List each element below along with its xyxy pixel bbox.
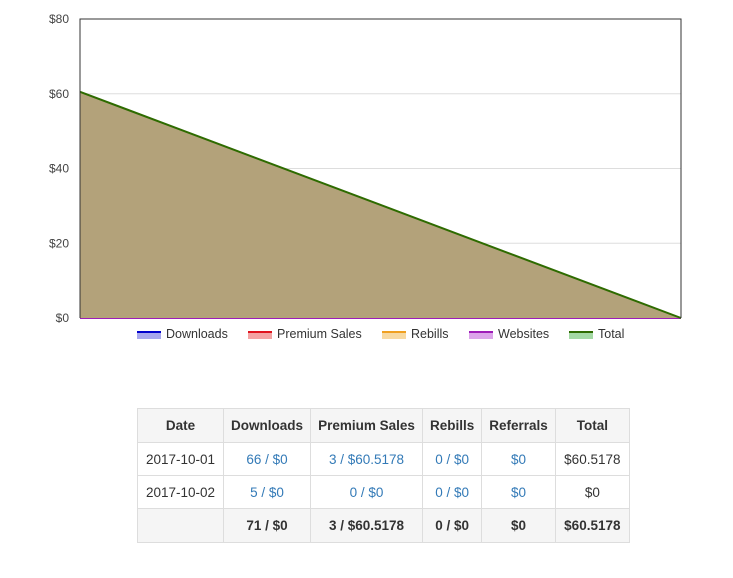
table-totals-row: 71 / $0 3 / $60.5178 0 / $0 $0 $60.5178 [137, 508, 630, 543]
totals-referrals: $0 [481, 508, 556, 543]
legend-label-rebills: Rebills [411, 327, 449, 341]
sales-chart: $0 $20 $40 $60 $80 Downloads Premium Sales Rebi… [49, 12, 682, 341]
referrals-link[interactable]: $0 [481, 475, 556, 509]
header-premium-sales: Premium Sales [310, 408, 424, 443]
plot-frame [79, 18, 682, 318]
downloads-link[interactable]: 5 / $0 [222, 475, 312, 509]
y-tick-label: $80 [49, 12, 69, 26]
row-total: $0 [554, 475, 630, 509]
totals-total: $60.5178 [554, 508, 630, 543]
header-date: Date [137, 408, 224, 443]
referrals-link[interactable]: $0 [481, 442, 556, 476]
table-row: 2017-10-02 5 / $0 0 / $0 0 / $0 $0 $0 [137, 475, 630, 509]
y-tick-label: $20 [49, 236, 69, 250]
legend-label-downloads: Downloads [166, 327, 228, 341]
legend-swatch-premium-sales [248, 332, 272, 339]
legend-swatch-websites [469, 332, 493, 339]
premium-sales-link[interactable]: 0 / $0 [310, 475, 424, 509]
totals-premium-sales: 3 / $60.5178 [310, 508, 424, 543]
table-row: 2017-10-01 66 / $0 3 / $60.5178 0 / $0 $… [137, 442, 630, 476]
totals-date [137, 508, 224, 543]
legend-label-premium-sales: Premium Sales [277, 327, 362, 341]
y-tick-label: $0 [56, 311, 70, 325]
rebills-link[interactable]: 0 / $0 [422, 475, 483, 509]
stats-table: Date Downloads Premium Sales Rebills Ref… [137, 408, 630, 543]
y-tick-label: $40 [49, 162, 69, 176]
header-total: Total [554, 408, 630, 443]
legend-label-total: Total [598, 327, 624, 341]
legend-swatch-total [569, 332, 593, 339]
row-date: 2017-10-01 [137, 442, 224, 476]
header-rebills: Rebills [422, 408, 483, 443]
totals-rebills: 0 / $0 [422, 508, 483, 543]
legend-swatch-rebills [382, 332, 406, 339]
row-date: 2017-10-02 [137, 475, 224, 509]
row-total: $60.5178 [554, 442, 630, 476]
legend-label-websites: Websites [498, 327, 549, 341]
premium-sales-link[interactable]: 3 / $60.5178 [310, 442, 424, 476]
header-downloads: Downloads [222, 408, 312, 443]
downloads-link[interactable]: 66 / $0 [222, 442, 312, 476]
header-referrals: Referrals [481, 408, 556, 443]
y-tick-label: $60 [49, 87, 69, 101]
legend-swatch-downloads [137, 332, 161, 339]
totals-downloads: 71 / $0 [222, 508, 312, 543]
line-total [79, 90, 682, 319]
table-header-row: Date Downloads Premium Sales Rebills Ref… [137, 408, 630, 443]
rebills-link[interactable]: 0 / $0 [422, 442, 483, 476]
